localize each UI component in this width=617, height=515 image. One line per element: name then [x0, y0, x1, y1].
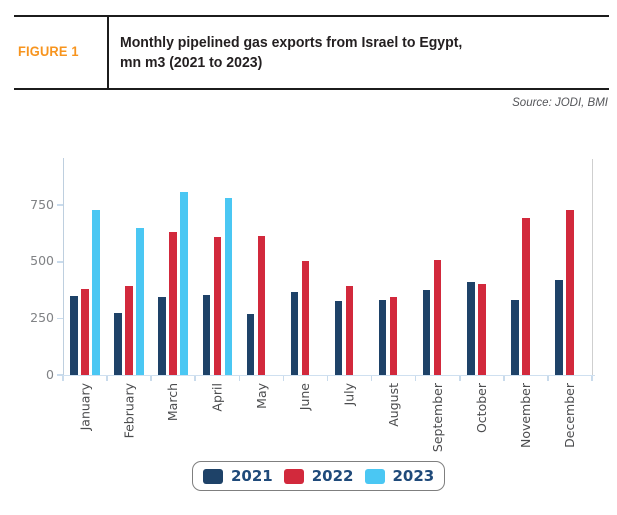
bar-2021-january [70, 295, 78, 375]
bar-2021-october [467, 282, 475, 375]
x-tick-mark [414, 376, 417, 381]
x-tick-mark [106, 376, 108, 381]
x-axis-label-text: August [385, 383, 401, 427]
x-axis-label-text: January [77, 383, 93, 431]
x-tick-mark [194, 376, 197, 381]
bar-2022-august [389, 296, 398, 375]
x-tick-mark [150, 376, 152, 381]
x-axis-label-text: May [253, 383, 269, 409]
y-tick-mark [57, 317, 63, 320]
source-credit: Source: JODI, BMI [512, 97, 608, 109]
x-axis-label-text: October [473, 383, 489, 434]
x-tick-mark [503, 376, 505, 381]
x-axis-label-text: March [165, 383, 181, 422]
chart-legend: 2021 2022 2023 [192, 461, 446, 491]
bar-2021-march [158, 296, 166, 375]
legend-item-2023: 2023 [364, 467, 435, 485]
bar-2021-july [334, 301, 343, 375]
right-axis-line [591, 159, 593, 375]
bar-2021-september [422, 290, 431, 375]
bar-2022-june [301, 260, 310, 375]
y-tick-label: 250 [30, 309, 54, 325]
x-axis-label-text: April [209, 383, 225, 412]
legend-swatch-2022 [283, 468, 304, 484]
figure-title-line1: Monthly pipelined gas exports from Israe… [120, 35, 463, 51]
header-top-rule [14, 15, 609, 17]
bar-2023-february [136, 227, 144, 375]
x-axis-line [57, 374, 595, 377]
bar-2021-april [202, 294, 211, 375]
bar-2023-march [180, 191, 188, 375]
legend-label-2023: 2023 [392, 467, 435, 485]
y-tick-mark [57, 261, 63, 263]
bar-2021-february [114, 312, 122, 375]
header-bottom-rule [14, 88, 609, 90]
figure-number-label: FIGURE 1 [18, 44, 79, 59]
bar-2022-november [522, 217, 530, 375]
bar-2023-april [224, 198, 233, 375]
bar-2022-july [345, 285, 354, 375]
legend-label-2021: 2021 [231, 467, 273, 485]
x-tick-mark [62, 376, 64, 381]
legend-swatch-2021 [203, 468, 223, 484]
legend-swatch-2023 [364, 468, 385, 484]
y-tick-label: 750 [30, 196, 54, 212]
x-axis-label-text: February [121, 383, 137, 439]
x-tick-mark [458, 376, 461, 381]
legend-item-2022: 2022 [283, 467, 354, 485]
bar-2023-january [92, 209, 100, 375]
bar-2022-april [213, 236, 222, 375]
legend-item-2021: 2021 [203, 467, 273, 485]
bar-2021-december [555, 279, 563, 375]
y-axis-line [62, 158, 64, 375]
bar-2022-september [433, 259, 442, 375]
bar-2021-june [290, 292, 299, 375]
x-tick-mark [238, 376, 241, 381]
x-axis-label-text: December [561, 383, 577, 448]
bar-2022-february [125, 285, 133, 375]
figure-title-line2: mn m3 (2021 to 2023) [120, 55, 263, 71]
y-tick-label: 500 [30, 253, 54, 269]
bar-2021-november [511, 300, 519, 375]
bar-2022-may [257, 235, 266, 375]
x-axis-label-text: July [341, 383, 357, 406]
y-tick-mark [57, 204, 63, 207]
bar-2022-march [169, 232, 177, 375]
bar-2022-december [566, 209, 574, 375]
bar-2021-august [378, 300, 387, 375]
x-axis-label-text: November [517, 383, 533, 449]
bar-2022-october [478, 284, 486, 375]
x-tick-mark [547, 376, 549, 381]
x-axis-label-text: September [429, 383, 445, 453]
y-tick-mark [57, 374, 63, 376]
figure-title: Monthly pipelined gas exports from Israe… [120, 33, 462, 73]
y-tick-label: 0 [46, 366, 54, 382]
header-divider [107, 16, 109, 89]
legend-label-2022: 2022 [311, 467, 354, 485]
x-tick-mark [326, 376, 329, 381]
bar-2022-january [81, 289, 89, 375]
x-tick-mark [370, 376, 373, 381]
x-tick-mark [591, 376, 593, 381]
x-axis-label-text: June [297, 383, 313, 411]
x-tick-mark [282, 376, 285, 381]
bar-2021-may [246, 313, 255, 375]
